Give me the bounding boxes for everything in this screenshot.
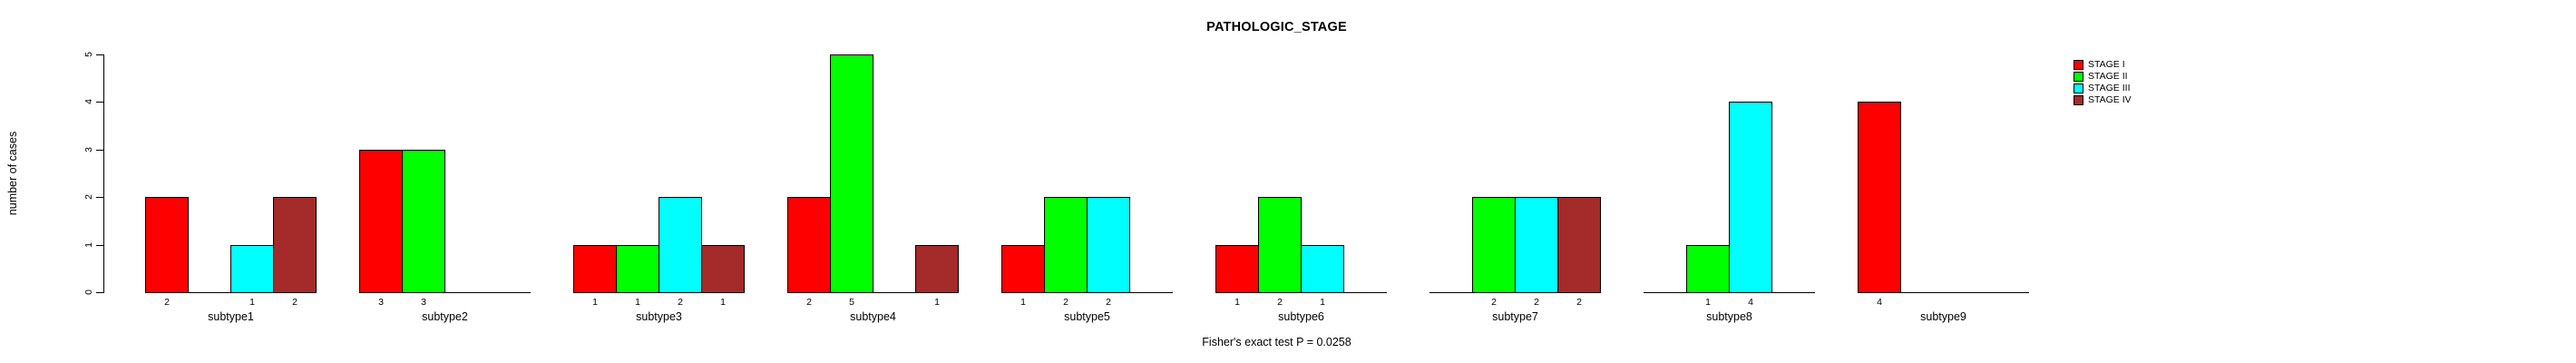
bar-subtype3-stage-ii	[616, 245, 659, 293]
bar-subtype4-stage-i	[787, 197, 831, 293]
bar-value-label: 1	[1020, 297, 1026, 308]
y-axis-line	[103, 54, 104, 293]
y-axis-label: number of cases	[6, 131, 19, 216]
y-tick-label: 1	[83, 242, 94, 248]
bar-subtype4-stage-iv	[915, 245, 959, 293]
legend-item-stage-iv: STAGE IV	[2073, 95, 2132, 105]
bar-value-label: 1	[934, 297, 940, 308]
bar-subtype6-stage-i	[1215, 245, 1259, 293]
bar-value-label: 3	[421, 297, 426, 308]
y-tick-mark	[96, 245, 103, 246]
bar-subtype7-stage-ii	[1472, 197, 1516, 293]
bar-subtype8-stage-iii	[1729, 102, 1772, 293]
bar-value-label: 2	[164, 297, 170, 308]
bar-value-label: 1	[249, 297, 255, 308]
category-label-subtype1: subtype1	[208, 310, 254, 323]
category-label-subtype4: subtype4	[850, 310, 896, 323]
category-label-subtype2: subtype2	[422, 310, 468, 323]
bar-value-label: 2	[1576, 297, 1582, 308]
bar-subtype6-stage-iii	[1301, 245, 1344, 293]
bar-subtype2-stage-ii	[402, 150, 445, 293]
legend-item-stage-ii: STAGE II	[2073, 72, 2132, 82]
bar-value-label: 2	[1534, 297, 1539, 308]
bar-value-label: 2	[1063, 297, 1068, 308]
annotation-fisher-test: Fisher's exact test P = 0.0258	[1202, 336, 1351, 348]
category-label-subtype6: subtype6	[1278, 310, 1324, 323]
bar-value-label: 5	[849, 297, 854, 308]
y-tick-label: 3	[83, 147, 94, 152]
bar-value-label: 4	[1748, 297, 1753, 308]
bar-subtype1-stage-iii	[230, 245, 274, 293]
bar-subtype8-stage-ii	[1686, 245, 1730, 293]
legend-swatch-icon	[2073, 83, 2083, 93]
chart-title: PATHOLOGIC_STAGE	[1206, 20, 1347, 34]
bar-value-label: 2	[1277, 297, 1283, 308]
legend-swatch-icon	[2073, 60, 2083, 70]
y-tick-mark	[96, 54, 103, 55]
y-tick-mark	[96, 102, 103, 103]
legend-label: STAGE I	[2088, 59, 2125, 70]
category-label-subtype5: subtype5	[1064, 310, 1110, 323]
bar-value-label: 1	[635, 297, 640, 308]
bar-value-label: 1	[1234, 297, 1240, 308]
bar-subtype5-stage-iii	[1087, 197, 1130, 293]
bar-subtype1-stage-iv	[273, 197, 317, 293]
bar-value-label: 2	[806, 297, 812, 308]
bar-value-label: 1	[1705, 297, 1711, 308]
bar-value-label: 1	[720, 297, 726, 308]
bar-subtype1-stage-i	[145, 197, 189, 293]
group-baseline	[1858, 292, 2029, 293]
bar-subtype7-stage-iv	[1557, 197, 1601, 293]
legend-item-stage-iii: STAGE III	[2073, 83, 2132, 93]
y-tick-label: 2	[83, 194, 94, 200]
bar-value-label: 4	[1877, 297, 1882, 308]
legend-swatch-icon	[2073, 72, 2083, 82]
legend-label: STAGE II	[2088, 71, 2128, 82]
category-label-subtype9: subtype9	[1920, 310, 1966, 323]
y-tick-mark	[96, 197, 103, 198]
y-tick-label: 5	[83, 52, 94, 57]
y-tick-mark	[96, 150, 103, 151]
legend-label: STAGE IV	[2088, 94, 2132, 105]
bar-subtype3-stage-iv	[701, 245, 745, 293]
bar-value-label: 2	[292, 297, 298, 308]
y-tick-mark	[96, 292, 103, 293]
bar-subtype3-stage-iii	[659, 197, 702, 293]
bar-subtype4-stage-ii	[830, 54, 873, 293]
y-tick-label: 4	[83, 99, 94, 104]
bar-value-label: 3	[378, 297, 384, 308]
category-label-subtype3: subtype3	[636, 310, 682, 323]
bar-subtype6-stage-ii	[1258, 197, 1302, 293]
bar-subtype2-stage-i	[359, 150, 403, 293]
y-tick-label: 0	[83, 289, 94, 295]
legend-swatch-icon	[2073, 95, 2083, 105]
legend: STAGE I STAGE II STAGE III STAGE IV	[2073, 60, 2132, 105]
bar-subtype7-stage-iii	[1515, 197, 1558, 293]
bar-subtype5-stage-ii	[1044, 197, 1088, 293]
bar-value-label: 2	[1106, 297, 1111, 308]
bar-value-label: 2	[678, 297, 683, 308]
legend-item-stage-i: STAGE I	[2073, 60, 2132, 70]
bar-value-label: 2	[1491, 297, 1497, 308]
bar-subtype9-stage-i	[1858, 102, 1901, 293]
legend-label: STAGE III	[2088, 83, 2131, 93]
category-label-subtype8: subtype8	[1706, 310, 1752, 323]
bar-subtype5-stage-i	[1001, 245, 1045, 293]
bar-value-label: 1	[592, 297, 598, 308]
category-label-subtype7: subtype7	[1492, 310, 1538, 323]
bar-subtype3-stage-i	[573, 245, 617, 293]
bar-value-label: 1	[1320, 297, 1325, 308]
